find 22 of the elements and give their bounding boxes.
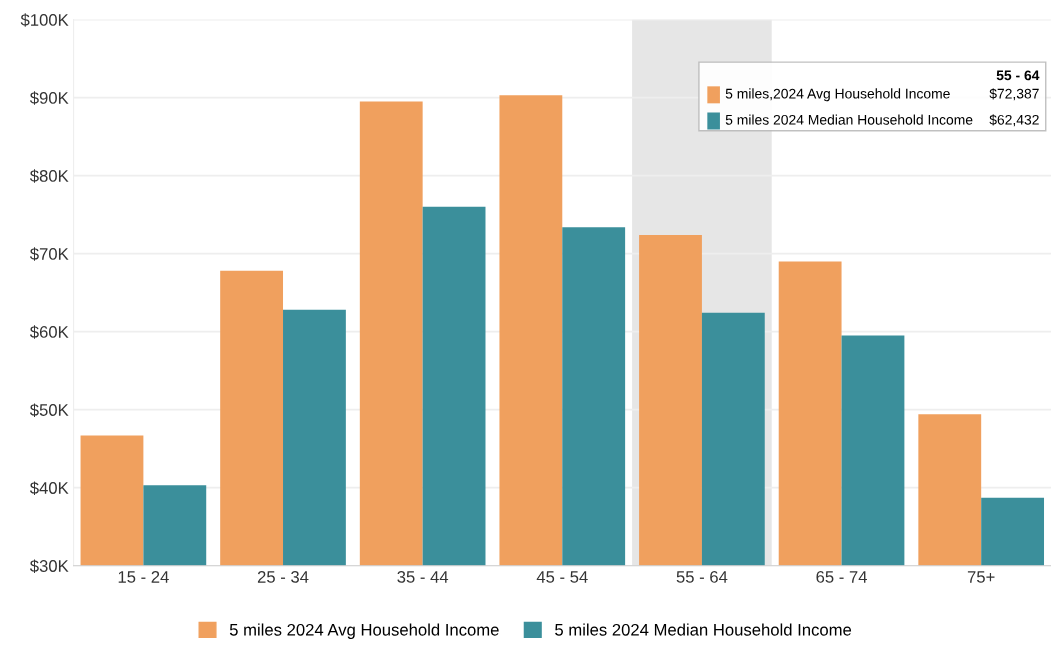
x-tick-label: 55 - 64 [676, 571, 728, 583]
legend-label: 5 miles 2024 Median Household Income [555, 623, 852, 636]
y-tick-label: $40K [29, 481, 69, 495]
annotation: 5 miles 2024 Median Household Income [725, 114, 973, 125]
annotation: $62,432 [989, 114, 1039, 127]
x-tick-label: 45 - 54 [536, 571, 588, 583]
x-tick-label: 35 - 44 [397, 571, 449, 583]
y-tick-label: $60K [29, 325, 69, 339]
x-tick-label: 15 - 24 [118, 571, 169, 583]
y-tick-label: $50K [29, 403, 69, 417]
y-tick-label: $90K [29, 91, 69, 105]
x-tick-label: 75+ [967, 571, 995, 583]
x-tick-label: 65 - 74 [816, 571, 868, 583]
x-tick-label: 25 - 34 [257, 571, 309, 583]
y-tick-label: $70K [29, 247, 69, 261]
legend-label: 5 miles 2024 Avg Household Income [229, 623, 499, 639]
y-tick-label: $30K [29, 559, 69, 573]
annotation: $72,387 [989, 88, 1039, 101]
annotation: 55 - 64 [996, 70, 1040, 81]
y-tick-label: $80K [29, 169, 69, 183]
y-tick-label: $100K [20, 13, 69, 27]
annotation: 5 miles,2024 Avg Household Income [725, 88, 950, 102]
